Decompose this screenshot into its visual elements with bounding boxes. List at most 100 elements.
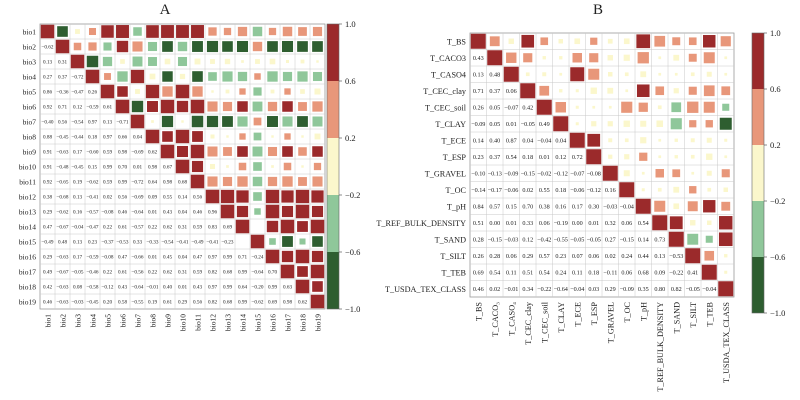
correlation-square: [656, 120, 664, 128]
correlation-value: 0.98: [118, 150, 127, 156]
correlation-square: [312, 101, 323, 112]
correlation-value: 0.59: [103, 180, 112, 186]
colorbar-tick-label: −0.2: [770, 196, 785, 206]
correlation-value: −0.06: [570, 187, 584, 194]
correlation-square: [703, 52, 715, 64]
correlation-square: [282, 236, 293, 247]
correlation-value: −0.63: [56, 285, 68, 291]
correlation-square: [638, 102, 648, 112]
correlation-square: [639, 152, 648, 161]
panel-a-title: A: [160, 2, 171, 18]
correlation-square: [658, 56, 662, 60]
correlation-value: −0.57: [131, 225, 143, 231]
correlation-value: 0.13: [473, 71, 484, 78]
row-label: bio19: [19, 298, 36, 307]
correlation-value: 0.45: [163, 255, 172, 261]
correlation-value: −0.07: [570, 170, 584, 177]
correlation-value: 0.00: [572, 220, 583, 227]
colorbar-tick-label: 0.2: [345, 133, 356, 143]
correlation-value: −0.41: [176, 240, 188, 246]
correlation-value: 0.44: [638, 253, 649, 260]
correlation-square: [283, 162, 292, 171]
correlation-value: 0.62: [298, 300, 307, 306]
correlation-square: [86, 55, 99, 68]
correlation-value: −0.08: [101, 210, 113, 216]
correlation-square: [282, 101, 293, 112]
column-label: T_CASO₄: [507, 302, 516, 336]
correlation-value: −0.62: [251, 300, 263, 306]
correlation-value: 0.56: [58, 120, 67, 126]
correlation-square: [707, 220, 712, 225]
colorbar-tick-label: 1.0: [770, 28, 781, 38]
correlation-square: [703, 101, 715, 113]
correlation-value: −0.62: [41, 45, 53, 51]
correlation-value: 0.22: [148, 225, 157, 231]
correlation-square: [689, 120, 697, 128]
correlation-value: 0.99: [238, 300, 247, 306]
correlation-square: [540, 37, 549, 46]
correlation-square: [236, 205, 249, 218]
correlation-square: [237, 116, 248, 127]
correlation-value: 0.92: [43, 180, 52, 186]
correlation-square: [220, 204, 235, 219]
correlation-value: −0.04: [71, 225, 83, 231]
correlation-value: 0.31: [58, 60, 67, 66]
column-label: bio4: [89, 314, 98, 328]
correlation-square: [690, 72, 695, 77]
correlation-square: [104, 73, 111, 80]
correlation-value: −0.10: [471, 170, 485, 177]
correlation-square: [162, 71, 173, 82]
correlation-square: [592, 105, 596, 109]
correlation-value: 0.22: [103, 225, 112, 231]
correlation-square: [238, 162, 247, 171]
row-label: bio5: [23, 88, 37, 97]
correlation-square: [672, 169, 681, 178]
correlation-square: [718, 281, 734, 297]
correlation-square: [224, 58, 231, 65]
correlation-value: 0.33: [133, 240, 142, 246]
correlation-value: −0.64: [251, 270, 263, 276]
correlation-value: 0.58: [118, 300, 127, 306]
correlation-square: [295, 249, 310, 264]
column-label: T_GRAVEL: [606, 302, 615, 343]
correlation-value: 0.56: [118, 195, 127, 201]
correlation-value: 0.42: [43, 285, 52, 291]
correlation-square: [658, 72, 662, 76]
correlation-square: [723, 187, 728, 192]
correlation-square: [570, 67, 585, 82]
correlation-value: 0.02: [522, 187, 533, 194]
correlation-square: [607, 38, 613, 44]
correlation-square: [670, 118, 682, 130]
correlation-square: [194, 58, 201, 65]
correlation-value: 0.26: [88, 90, 97, 96]
colorbar-frame: [751, 32, 765, 314]
correlation-value: −0.63: [56, 255, 68, 261]
correlation-square: [223, 147, 232, 156]
correlation-value: −0.45: [56, 135, 68, 141]
correlation-value: 0.08: [73, 285, 82, 291]
correlation-value: −0.01: [146, 285, 158, 291]
correlation-value: 0.46: [43, 300, 52, 306]
correlation-value: 0.23: [473, 154, 484, 161]
correlation-value: 0.96: [208, 210, 217, 216]
correlation-value: 0.40: [163, 285, 172, 291]
correlation-value: −0.33: [146, 240, 158, 246]
correlation-value: −0.47: [86, 225, 98, 231]
correlation-square: [637, 52, 649, 64]
row-label: T_CEC_clay: [423, 87, 467, 96]
correlation-value: 0.01: [133, 165, 142, 171]
correlation-value: −0.67: [56, 270, 68, 276]
correlation-square: [162, 131, 173, 142]
correlation-square: [624, 154, 630, 160]
correlation-value: 0.02: [605, 253, 616, 260]
correlation-square: [265, 249, 280, 264]
correlation-square: [161, 115, 174, 128]
row-label: bio9: [23, 148, 37, 157]
correlation-value: −0.03: [504, 236, 518, 243]
correlation-square: [607, 87, 614, 94]
correlation-square: [208, 72, 217, 81]
correlation-value: 0.16: [605, 187, 616, 194]
correlation-value: 0.55: [539, 187, 550, 194]
correlation-value: 0.61: [163, 300, 172, 306]
column-label: bio6: [119, 314, 128, 328]
